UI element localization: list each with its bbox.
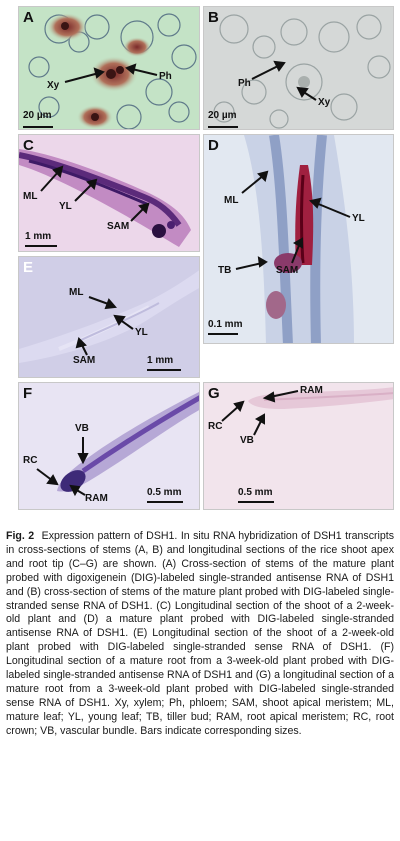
panel-c-label: C <box>23 137 34 154</box>
panel-d-ml-label: ML <box>224 195 239 206</box>
panel-e-ml-label: ML <box>69 287 84 298</box>
figure-caption-text: Expression pattern of DSH1. In situ RNA … <box>6 530 395 737</box>
panel-d-image <box>204 135 393 343</box>
panel-c-yl-label: YL <box>59 201 72 212</box>
panel-b-image <box>204 7 393 129</box>
panel-d-scale-label: 0.1 mm <box>208 319 243 330</box>
panel-f-arrows <box>36 437 89 497</box>
panel-b-arrows <box>251 60 317 101</box>
panel-d-arrows <box>235 170 351 270</box>
panel-e-scale-label: 1 mm <box>147 355 174 366</box>
panel-c-arrows <box>40 165 150 222</box>
panel-a-image <box>19 7 199 129</box>
panel-b-label: B <box>208 9 219 26</box>
panel-c-scale-label: 1 mm <box>25 231 52 242</box>
panel-e-image <box>19 257 199 377</box>
panel-g-vb-label: VB <box>240 435 254 446</box>
panel-c-sam-label: SAM <box>107 221 130 232</box>
panel-b-scale-label: 20 µm <box>208 110 237 121</box>
panel-c: C ML YL SAM 1 mm <box>18 134 200 252</box>
panel-b-scale-bar <box>208 126 238 128</box>
panel-a-scale-bar <box>23 126 53 128</box>
panel-d: D ML YL TB SAM 0.1 mm <box>203 134 394 344</box>
panel-d-sam-label: SAM <box>276 265 299 276</box>
panel-g-arrows <box>221 390 299 436</box>
panel-f-ram-label: RAM <box>85 493 108 504</box>
panel-d-tb-label: TB <box>218 265 232 276</box>
panel-d-label: D <box>208 137 219 154</box>
panel-g-scale-bar <box>238 501 274 503</box>
panel-e-arrows <box>75 296 134 356</box>
panel-e-yl-label: YL <box>135 327 148 338</box>
panel-f-vb-label: VB <box>75 423 89 434</box>
panel-g-label: G <box>208 385 220 402</box>
panel-f-image <box>19 383 199 509</box>
panel-f-label: F <box>23 385 33 402</box>
panel-b-ph-label: Ph <box>238 78 251 89</box>
panel-e-scale-bar <box>147 369 181 371</box>
panel-a-arrows <box>64 63 158 83</box>
panel-g-rc-label: RC <box>208 421 223 432</box>
panel-c-image <box>19 135 199 251</box>
panel-g-ram-label: RAM <box>300 385 323 396</box>
panel-a-ph-label: Ph <box>159 71 172 82</box>
panel-e-label: E <box>23 259 34 276</box>
panel-e: E ML YL SAM 1 mm <box>18 256 200 378</box>
panel-d-yl-label: YL <box>352 213 365 224</box>
panel-a-xy-label: Xy <box>47 80 60 91</box>
panel-c-scale-bar <box>25 245 57 247</box>
panel-a: A Xy Ph 20 µm <box>18 6 200 130</box>
panel-b: B Ph Xy 20 µm <box>203 6 394 130</box>
panel-d-scale-bar <box>208 333 238 335</box>
panel-f-rc-label: RC <box>23 455 38 466</box>
panel-g: G RAM RC VB 0.5 mm <box>203 382 394 510</box>
figure-caption: Fig. 2 Expression pattern of DSH1. In si… <box>6 530 394 739</box>
panel-f-scale-label: 0.5 mm <box>147 487 182 498</box>
panel-a-scale-label: 20 µm <box>23 110 52 121</box>
figure-number: Fig. 2 <box>6 530 35 542</box>
panel-f: F VB RC RAM 0.5 mm <box>18 382 200 510</box>
panel-f-scale-bar <box>147 501 183 503</box>
panel-c-ml-label: ML <box>23 191 38 202</box>
panel-e-sam-label: SAM <box>73 355 96 366</box>
panel-b-xy-label: Xy <box>318 97 331 108</box>
panel-a-label: A <box>23 9 34 26</box>
panel-g-scale-label: 0.5 mm <box>238 487 273 498</box>
